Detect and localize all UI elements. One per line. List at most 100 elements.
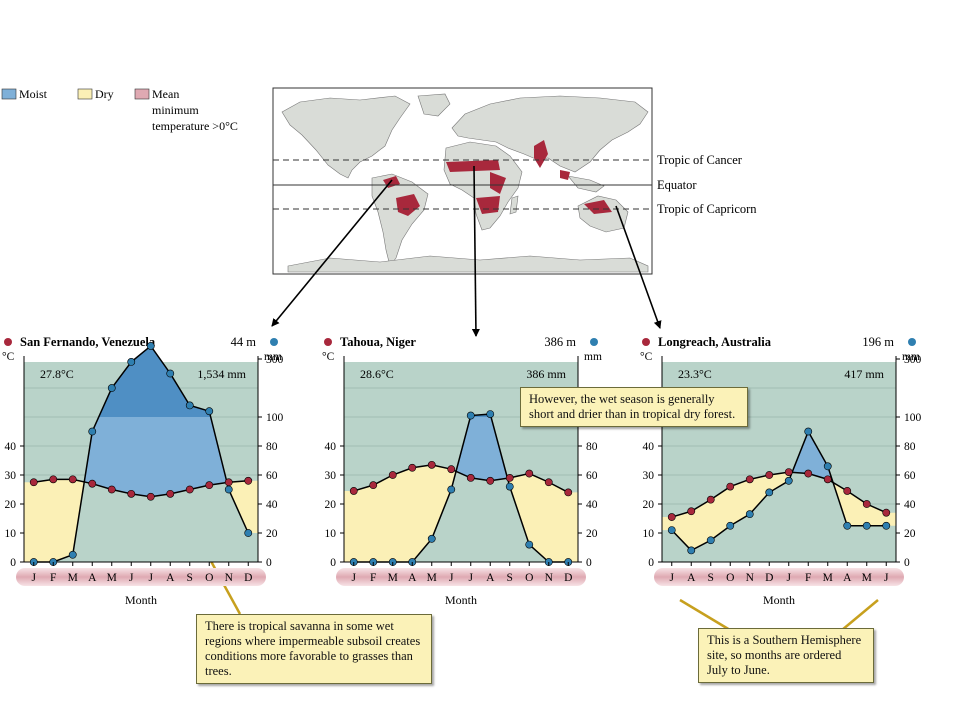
left-tick-label: 40 — [325, 441, 337, 453]
precipitation-point — [166, 369, 175, 378]
month-label: A — [687, 572, 696, 584]
precipitation-point — [882, 521, 891, 530]
month-label: J — [352, 572, 357, 584]
temperature-point — [525, 469, 534, 478]
month-label: M — [388, 572, 398, 584]
precipitation-point — [486, 410, 495, 418]
temperature-point — [804, 469, 813, 478]
savanna-india — [534, 140, 548, 168]
precipitation-point — [843, 521, 852, 530]
continent-greenland — [417, 93, 451, 117]
month-label: N — [746, 572, 755, 584]
month-label: S — [507, 572, 513, 584]
tropic-of-cancer-label: Tropic of Cancer — [657, 153, 743, 167]
continent-eurasia — [451, 95, 649, 173]
arrow-to-tahoua — [471, 165, 480, 337]
temperature-key-dot — [642, 338, 650, 346]
dry-mask — [344, 464, 578, 562]
precipitation-point — [427, 534, 436, 543]
month-label: F — [370, 572, 376, 584]
temperature-point — [369, 481, 378, 490]
elevation-label: 386 m — [544, 335, 576, 349]
right-tick-label: 20 — [266, 528, 278, 540]
month-label: J — [670, 572, 675, 584]
temperature-point — [388, 471, 397, 479]
temperature-point — [427, 460, 436, 469]
month-label: A — [166, 572, 175, 584]
precipitation-point — [244, 529, 253, 537]
chart-title: San Fernando, Venezuela — [20, 335, 156, 349]
right-unit-label: mm — [264, 351, 282, 363]
annual-precipitation-label: 386 mm — [526, 367, 566, 381]
precipitation-point — [726, 521, 735, 530]
right-tick-label: 60 — [904, 470, 916, 482]
savanna-brazil — [396, 194, 420, 216]
month-label: N — [545, 572, 554, 584]
precipitation-point — [765, 488, 774, 497]
month-label: M — [68, 572, 78, 584]
left-tick-label: 10 — [5, 528, 17, 540]
temperature-point — [107, 485, 116, 494]
right-tick-label: 20 — [904, 528, 916, 540]
savanna-east-africa — [490, 172, 506, 194]
dry-mask — [662, 472, 896, 562]
left-unit-label: °C — [322, 351, 335, 363]
temperature-point — [706, 495, 715, 504]
right-tick-label: 0 — [266, 557, 272, 569]
month-label: M — [823, 572, 833, 584]
temperature-point — [544, 478, 553, 487]
southern-hemisphere-callout: This is a Southern Hemisphere site, so m… — [698, 628, 874, 683]
right-tick-label: 0 — [904, 557, 910, 569]
precipitation-point — [224, 485, 233, 494]
month-label: N — [225, 572, 234, 584]
legend-mean-min-label-1: Mean — [152, 87, 179, 101]
precipitation-key-dot — [590, 338, 598, 346]
left-tick-label: 30 — [5, 470, 17, 482]
continent-antarctica — [287, 255, 649, 273]
temperature-point — [88, 479, 97, 488]
arrow-to-san-fernando — [271, 179, 393, 327]
right-tick-label: 300 — [266, 354, 284, 366]
temperature-point — [687, 507, 696, 516]
month-label: J — [32, 572, 37, 584]
mean-temperature-label: 23.3°C — [678, 367, 712, 381]
savanna-sahel — [446, 160, 500, 172]
legend-moist-label: Moist — [19, 87, 48, 101]
savanna-northern-australia — [584, 200, 612, 214]
month-label: S — [708, 572, 714, 584]
temperature-point — [408, 463, 417, 472]
month-label: M — [107, 572, 117, 584]
x-axis-label: Month — [445, 593, 477, 607]
right-tick-label: 80 — [904, 441, 916, 453]
month-label: O — [726, 572, 734, 584]
precipitation-point — [205, 407, 214, 416]
mean-min-temperature-band — [16, 568, 266, 586]
temperature-point — [349, 487, 358, 495]
temperature-point — [726, 482, 735, 491]
temperature-point — [166, 489, 175, 498]
left-tick-label: 10 — [643, 528, 655, 540]
precipitation-point — [706, 536, 715, 545]
month-label: O — [205, 572, 213, 584]
x-axis-label: Month — [763, 593, 795, 607]
right-tick-label: 60 — [586, 470, 598, 482]
legend-dry-swatch — [77, 88, 93, 100]
left-tick-label: 30 — [643, 470, 655, 482]
precipitation-point — [447, 485, 456, 494]
left-unit-label: °C — [2, 351, 15, 363]
legend-moist-swatch — [1, 88, 17, 100]
temperature-point — [505, 473, 514, 482]
right-tick-label: 0 — [586, 557, 592, 569]
southern-callout-pointer-2 — [841, 599, 879, 631]
month-label: D — [765, 572, 773, 584]
temperature-point — [68, 475, 77, 484]
temperature-point — [466, 473, 475, 482]
precipitation-point — [127, 357, 136, 366]
temperature-point — [745, 475, 754, 484]
temperature-point — [205, 481, 214, 490]
precipitation-point — [146, 342, 155, 350]
left-tick-label: 30 — [325, 470, 337, 482]
month-label: J — [449, 572, 454, 584]
month-label: A — [408, 572, 417, 584]
